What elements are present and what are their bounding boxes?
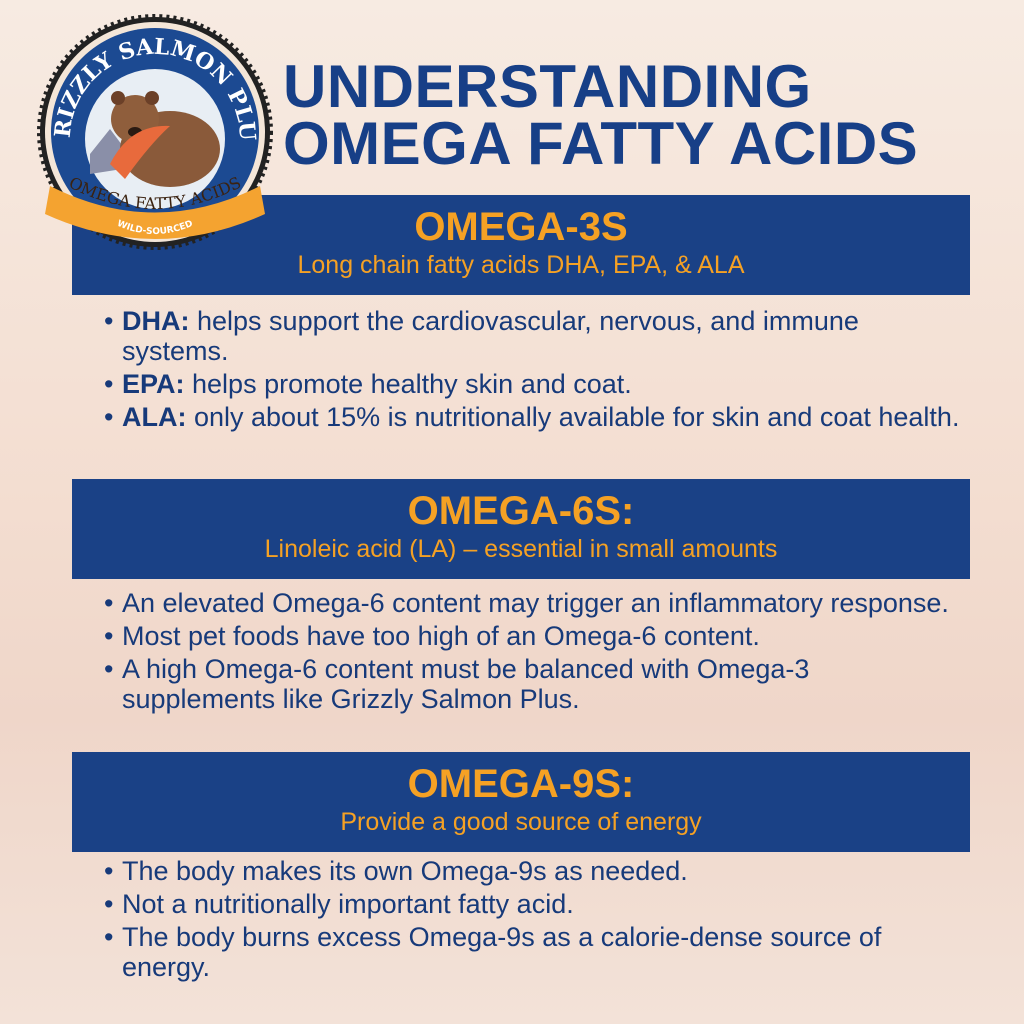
bullet-list-2: • An elevated Omega-6 content may trigger…	[104, 588, 964, 717]
section-subheading: Long chain fatty acids DHA, EPA, & ALA	[297, 251, 745, 279]
bullet-text: only about 15% is nutritionally availabl…	[186, 402, 960, 432]
list-item: • A high Omega-6 content must be balanced…	[104, 654, 964, 714]
bullet-text: helps promote healthy skin and coat.	[184, 369, 632, 399]
list-item: • EPA: helps promote healthy skin and coa…	[104, 369, 964, 399]
list-item: • ALA: only about 15% is nutritionally av…	[104, 402, 964, 432]
list-item: • The body makes its own Omega-9s as need…	[104, 856, 964, 886]
list-item: • An elevated Omega-6 content may trigger…	[104, 588, 964, 618]
bullet-icon: •	[104, 621, 114, 651]
list-item: • DHA: helps support the cardiovascular, …	[104, 306, 964, 366]
bullet-list-1: • DHA: helps support the cardiovascular, …	[104, 306, 964, 435]
bullet-term: ALA:	[122, 402, 187, 432]
section-heading: OMEGA-6S:	[407, 489, 635, 533]
bullet-icon: •	[104, 402, 114, 432]
bullet-text: A high Omega-6 content must be balanced …	[122, 654, 810, 714]
title-line-2: OMEGA FATTY ACIDS	[283, 110, 919, 177]
bullet-icon: •	[104, 306, 114, 336]
section-header-3: OMEGA-9S: Provide a good source of energy	[72, 752, 970, 852]
bullet-text: The body burns excess Omega-9s as a calo…	[122, 922, 882, 982]
section-subheading: Provide a good source of energy	[340, 808, 702, 836]
page-title: UNDERSTANDING OMEGA FATTY ACIDS	[283, 53, 919, 177]
bullet-text: helps support the cardiovascular, nervou…	[122, 306, 859, 366]
bullet-list-3: • The body makes its own Omega-9s as need…	[104, 856, 964, 985]
bullet-icon: •	[104, 654, 114, 684]
bullet-text: Most pet foods have too high of an Omega…	[122, 621, 760, 651]
bullet-term: DHA:	[122, 306, 190, 336]
bullet-text: An elevated Omega-6 content may trigger …	[122, 588, 949, 618]
bullet-icon: •	[104, 856, 114, 886]
bullet-icon: •	[104, 588, 114, 618]
bullet-text: Not a nutritionally important fatty acid…	[122, 889, 574, 919]
section-header-2: OMEGA-6S: Linoleic acid (LA) – essential …	[72, 479, 970, 579]
title-line-1: UNDERSTANDING	[283, 53, 812, 120]
list-item: • The body burns excess Omega-9s as a cal…	[104, 922, 964, 982]
bullet-term: EPA:	[122, 369, 185, 399]
section-heading: OMEGA-3S	[414, 205, 628, 249]
bullet-text: The body makes its own Omega-9s as neede…	[122, 856, 688, 886]
list-item: • Not a nutritionally important fatty aci…	[104, 889, 964, 919]
bullet-icon: •	[104, 922, 114, 952]
list-item: • Most pet foods have too high of an Omeg…	[104, 621, 964, 651]
section-subheading: Linoleic acid (LA) – essential in small …	[264, 535, 778, 563]
bullet-icon: •	[104, 889, 114, 919]
section-heading: OMEGA-9S:	[407, 762, 635, 806]
bullet-icon: •	[104, 369, 114, 399]
grizzly-salmon-plus-logo: GRIZZLY SALMON PLUS OMEGA FATTY ACIDS WI…	[30, 14, 273, 250]
